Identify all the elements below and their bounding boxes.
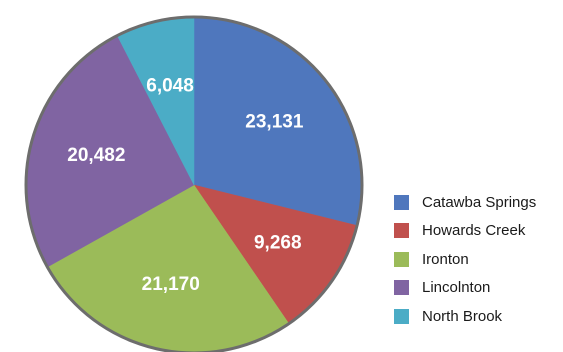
slice-value-label: 9,268 [254, 233, 302, 254]
slice-value-label: 6,048 [146, 75, 194, 96]
legend-swatch [394, 223, 409, 239]
legend-label: Catawba Springs [422, 193, 537, 211]
legend-swatch [394, 251, 409, 267]
legend-item: North Brook [394, 302, 536, 331]
pie-slices [25, 16, 363, 352]
slice-labels: 23,131 9,268 21,170 20,482 6,048 [67, 75, 304, 294]
legend-item: Catawba Springs [394, 188, 536, 217]
pie-outline [24, 15, 364, 352]
legend-swatch [394, 280, 409, 296]
legend-item: Howards Creek [394, 217, 536, 246]
legend-label: Ironton [422, 250, 469, 268]
slice-value-label: 21,170 [142, 274, 200, 295]
legend-swatch [394, 194, 409, 210]
legend-label: Howards Creek [422, 222, 526, 240]
legend-item: Ironton [394, 245, 536, 274]
legend-label: North Brook [422, 307, 503, 325]
legend-label: Lincolnton [422, 279, 491, 297]
legend: Catawba Springs Howards Creek Ironton Linco… [394, 188, 536, 331]
slice-value-label: 20,482 [67, 145, 125, 166]
legend-swatch [394, 308, 409, 324]
slice-value-label: 23,131 [245, 112, 304, 133]
legend-item: Lincolnton [394, 274, 536, 303]
